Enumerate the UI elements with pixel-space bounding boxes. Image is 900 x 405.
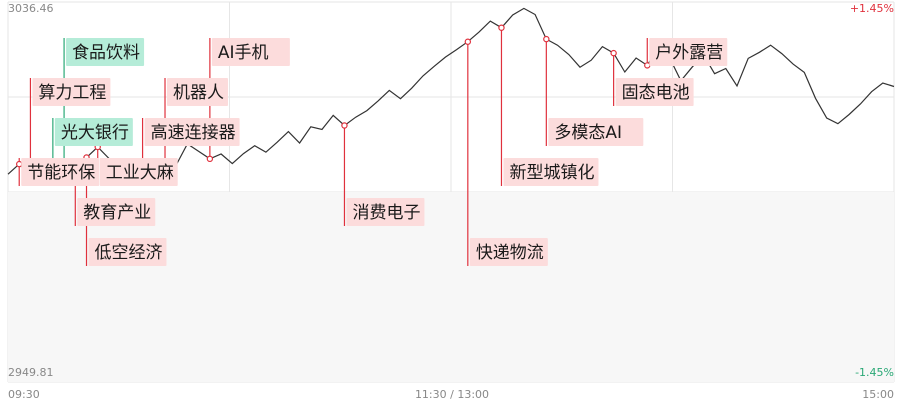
annotation-dot — [206, 155, 214, 163]
annotation-tag-label: 新型城镇化 — [509, 163, 594, 183]
annotation-tag[interactable]: 多模态AI — [548, 118, 644, 146]
annotation-tag-bg — [54, 118, 133, 146]
annotation-dot — [464, 38, 472, 45]
annotation-tag-label: 固态电池 — [622, 83, 690, 103]
lower-area — [8, 192, 894, 382]
annotation-tag[interactable]: 光大银行 — [54, 118, 133, 146]
annotation-tag[interactable]: 消费电子 — [346, 198, 425, 226]
y-bottom-label: 2949.81 — [8, 366, 54, 379]
annotation-tag[interactable]: 食品饮料 — [66, 38, 145, 66]
annotation-tag-bg — [77, 198, 156, 226]
annotation-tag-bg — [66, 38, 145, 66]
annotation-dot — [498, 24, 505, 31]
axis-labels: 3036.46 +1.45% 2949.81 -1.45% 09:30 11:3… — [8, 2, 894, 401]
annotation-tag-label: 户外露营 — [655, 43, 723, 63]
annotation-tag-bg — [32, 78, 111, 106]
annotation-tag[interactable]: 节能环保 — [21, 158, 100, 186]
annotation-tag-label: 多模态AI — [554, 123, 622, 143]
annotation-tag-label: 快递物流 — [476, 243, 544, 263]
annotation-tag[interactable]: 机器人 — [167, 78, 229, 106]
annotation-tag-bg — [615, 78, 694, 106]
annotation-tag[interactable]: AI手机 — [211, 38, 290, 66]
lower-area-fill — [8, 192, 894, 382]
annotation-tag-bg — [346, 198, 425, 226]
annotation-tag-label: 节能环保 — [27, 163, 95, 183]
annotation-tag[interactable]: 固态电池 — [615, 78, 694, 106]
annotation-tag[interactable]: 教育产业 — [77, 198, 156, 226]
annotation-tag-bg — [469, 238, 548, 266]
annotation-tag-bg — [649, 38, 728, 66]
annotation-tag-label: 光大银行 — [61, 123, 129, 143]
annotation-tag-bg — [211, 38, 290, 66]
y-top-label: 3036.46 — [8, 2, 54, 15]
annotation-dot — [543, 35, 550, 43]
annotation-tag-label: 低空经济 — [95, 243, 163, 263]
annotation-tag-label: 算力工程 — [38, 83, 106, 103]
annotation-tag-label: 工业大麻 — [106, 163, 174, 183]
annotation-dot — [610, 49, 617, 57]
annotation-tag-bg — [503, 158, 599, 186]
pct-top-label: +1.45% — [850, 2, 894, 15]
x-tick-midday: 11:30 / 13:00 — [415, 388, 489, 401]
annotation-tag[interactable]: 户外露营 — [649, 38, 728, 66]
annotation-tag-bg — [167, 78, 229, 106]
annotation-tag-bg — [99, 158, 178, 186]
annotation-tag[interactable]: 快递物流 — [469, 238, 548, 266]
annotation-tag[interactable]: 工业大麻 — [99, 158, 178, 186]
annotation-tag[interactable]: 算力工程 — [32, 78, 111, 106]
annotation-tag[interactable]: 高速连接器 — [144, 118, 240, 146]
annotation-tag-label: AI手机 — [218, 43, 269, 63]
annotation-tag-label: 消费电子 — [352, 203, 420, 223]
annotation-tag-label: 食品饮料 — [72, 43, 140, 63]
annotation-tag[interactable]: 新型城镇化 — [503, 158, 599, 186]
annotation-tag-label: 机器人 — [173, 83, 224, 103]
x-tick-start: 09:30 — [8, 388, 40, 401]
x-tick-end: 15:00 — [862, 388, 894, 401]
annotation-tag-bg — [144, 118, 240, 146]
annotation-tag-bg — [21, 158, 100, 186]
annotation-tag-label: 高速连接器 — [151, 123, 236, 143]
annotation-tag-label: 教育产业 — [83, 203, 151, 223]
annotation-dot — [16, 160, 23, 168]
annotation-tag[interactable]: 低空经济 — [88, 238, 167, 266]
annotation-tag-bg — [548, 118, 644, 146]
annotation-tag-bg — [88, 238, 167, 266]
annotation-dot — [341, 122, 348, 129]
pct-bottom-label: -1.45% — [855, 366, 894, 379]
annotation-dot — [644, 62, 651, 69]
